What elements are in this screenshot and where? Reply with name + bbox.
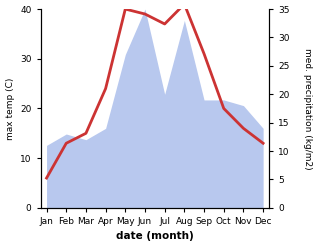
X-axis label: date (month): date (month) xyxy=(116,231,194,242)
Y-axis label: max temp (C): max temp (C) xyxy=(5,77,15,140)
Y-axis label: med. precipitation (kg/m2): med. precipitation (kg/m2) xyxy=(303,48,313,169)
